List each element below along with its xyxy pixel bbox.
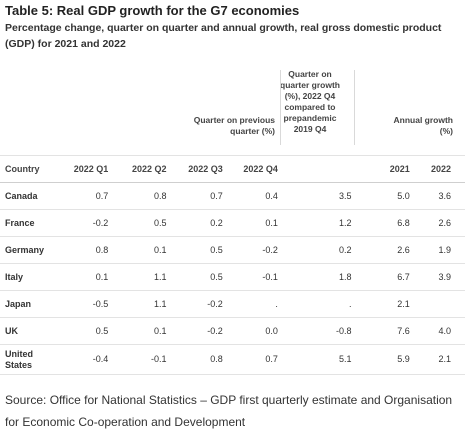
cell-q4: -0.1: [222, 263, 278, 291]
table-row: UK 0.5 0.1 -0.2 0.0 -0.8 7.6 4.0: [0, 317, 465, 345]
cell-2021: 5.9: [351, 344, 410, 375]
cell-q2: 0.1: [108, 236, 167, 264]
cell-country: Canada: [0, 182, 62, 210]
cell-prepandemic: 3.5: [277, 182, 352, 210]
cell-2021: 6.7: [351, 263, 410, 291]
cell-prepandemic: -0.8: [277, 317, 352, 345]
cell-q3: -0.2: [166, 317, 223, 345]
cell-country: Italy: [0, 263, 62, 291]
cell-2021: 2.6: [351, 236, 410, 264]
table-subtitle: Percentage change, quarter on quarter an…: [5, 22, 442, 50]
cell-country: United States: [0, 344, 62, 375]
col-2022: 2022: [409, 155, 465, 183]
col-country: Country: [0, 155, 62, 183]
cell-2022: 2.1: [409, 344, 465, 375]
cell-prepandemic: 1.2: [277, 209, 352, 237]
cell-q1: 0.5: [61, 317, 109, 345]
col-2022-q1: 2022 Q1: [61, 155, 109, 183]
cell-prepandemic: 1.8: [277, 263, 352, 291]
cell-q2: 1.1: [108, 263, 167, 291]
cell-2022: 1.9: [409, 236, 465, 264]
cell-q1: -0.4: [61, 344, 109, 375]
cell-q2: 0.5: [108, 209, 167, 237]
cell-2022: 4.0: [409, 317, 465, 345]
table-row: Canada 0.7 0.8 0.7 0.4 3.5 5.0 3.6: [0, 182, 465, 210]
source-note: Source: Office for National Statistics –…: [5, 393, 453, 429]
table-row: Italy 0.1 1.1 0.5 -0.1 1.8 6.7 3.9: [0, 263, 465, 291]
cell-q3: 0.5: [166, 263, 223, 291]
header-prev-quarter: Quarter on previous quarter (%): [193, 115, 275, 136]
cell-2021: 7.6: [351, 317, 410, 345]
gdp-table: Country 2022 Q1 2022 Q2 2022 Q3 2022 Q4 …: [0, 155, 465, 375]
cell-q4: 0.7: [222, 344, 278, 375]
table-row: Germany 0.8 0.1 0.5 -0.2 0.2 2.6 1.9: [0, 236, 465, 264]
cell-q4: -0.2: [222, 236, 278, 264]
cell-country: Germany: [0, 236, 62, 264]
table-title: Table 5: Real GDP growth for the G7 econ…: [5, 3, 300, 18]
table-row: United States -0.4 -0.1 0.8 0.7 5.1 5.9 …: [0, 344, 465, 375]
cell-prepandemic: 0.2: [277, 236, 352, 264]
cell-prepandemic: .: [277, 290, 352, 318]
cell-q1: 0.1: [61, 263, 109, 291]
cell-country: UK: [0, 317, 62, 345]
cell-q1: -0.2: [61, 209, 109, 237]
header-annual: Annual growth (%): [393, 115, 454, 136]
cell-2022: 3.9: [409, 263, 465, 291]
cell-q2: 1.1: [108, 290, 167, 318]
cell-2022: [409, 290, 465, 318]
col-2022-q4: 2022 Q4: [222, 155, 278, 183]
cell-q4: 0.4: [222, 182, 278, 210]
cell-country: France: [0, 209, 62, 237]
cell-2021: 6.8: [351, 209, 410, 237]
cell-2022: 2.6: [409, 209, 465, 237]
cell-country: Japan: [0, 290, 62, 318]
table-row: Japan -0.5 1.1 -0.2 . . 2.1: [0, 290, 465, 318]
header-prepandemic: Quarter on quarter growth (%), 2022 Q4 c…: [280, 69, 340, 134]
cell-q1: -0.5: [61, 290, 109, 318]
cell-q2: 0.8: [108, 182, 167, 210]
cell-2021: 5.0: [351, 182, 410, 210]
cell-q2: 0.1: [108, 317, 167, 345]
cell-q3: -0.2: [166, 290, 223, 318]
col-2021: 2021: [351, 155, 410, 183]
cell-q1: 0.8: [61, 236, 109, 264]
cell-q3: 0.5: [166, 236, 223, 264]
divider-right: [354, 70, 355, 145]
col-2022-q2: 2022 Q2: [108, 155, 167, 183]
cell-q3: 0.2: [166, 209, 223, 237]
cell-q3: 0.7: [166, 182, 223, 210]
divider-left: [280, 70, 281, 145]
col-2022-q3: 2022 Q3: [166, 155, 223, 183]
cell-2021: 2.1: [351, 290, 410, 318]
column-header-row: Country 2022 Q1 2022 Q2 2022 Q3 2022 Q4 …: [0, 155, 465, 183]
cell-q2: -0.1: [108, 344, 167, 375]
cell-q4: .: [222, 290, 278, 318]
cell-q3: 0.8: [166, 344, 223, 375]
cell-2022: 3.6: [409, 182, 465, 210]
cell-q4: 0.1: [222, 209, 278, 237]
cell-q4: 0.0: [222, 317, 278, 345]
col-prepandemic: [277, 155, 352, 183]
cell-prepandemic: 5.1: [277, 344, 352, 375]
table-row: France -0.2 0.5 0.2 0.1 1.2 6.8 2.6: [0, 209, 465, 237]
cell-q1: 0.7: [61, 182, 109, 210]
